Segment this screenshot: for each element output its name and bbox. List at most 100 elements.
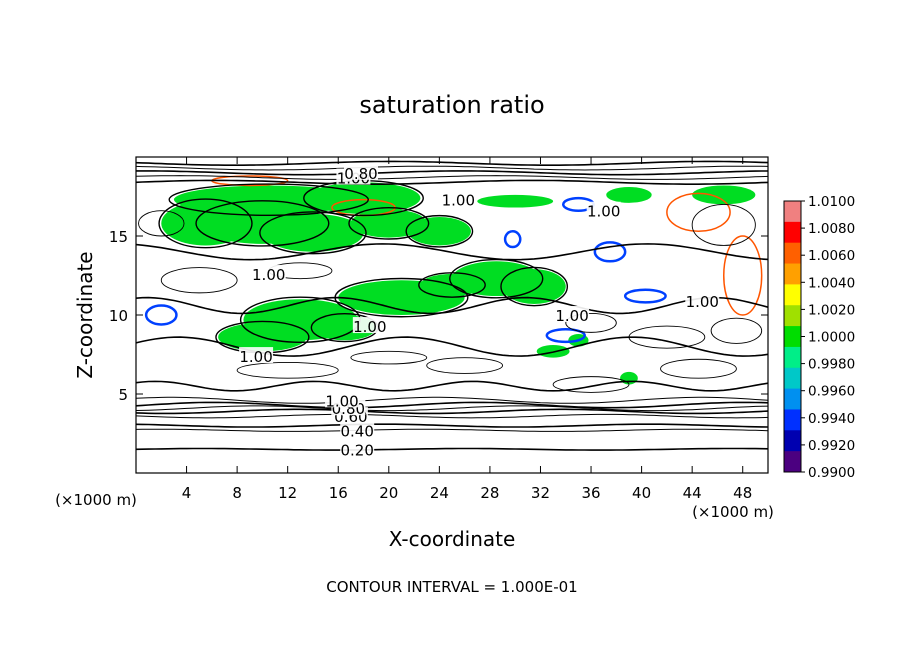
subsaturated-pocket (545, 327, 586, 344)
contour-line (350, 350, 428, 365)
subsaturated-pocket (144, 304, 178, 326)
colorbar-swatch (784, 326, 801, 348)
subsaturated-pocket (623, 288, 667, 304)
colorbar-swatch (784, 221, 801, 244)
x-tick-label: 4 (182, 484, 192, 502)
x-tick-label: 24 (430, 484, 449, 502)
colorbar-swatch (784, 388, 801, 410)
colorbar-swatch (784, 284, 801, 306)
contour-line (405, 214, 474, 248)
colorbar-swatch (784, 367, 801, 390)
contour-line (135, 413, 769, 419)
z-unit-label: (×1000 m) (55, 491, 137, 509)
colorbar-label: 0.9940 (808, 411, 855, 427)
contour-line (565, 312, 617, 333)
colorbar-label: 0.9960 (808, 384, 855, 400)
colorbar-label: 0.9980 (808, 357, 855, 373)
contour-label-bg (685, 291, 720, 308)
contour-line (135, 243, 769, 261)
contour-line (552, 376, 630, 393)
contour-label: 1.00 (587, 203, 620, 221)
contour-interval-note: CONTOUR INTERVAL = 1.000E-01 (326, 578, 577, 596)
contour-label-bg (340, 421, 375, 438)
colorbar-swatch (784, 409, 801, 431)
contour-label-bg (325, 391, 360, 408)
colorbar-swatches (784, 201, 801, 473)
contour-line (135, 396, 769, 404)
contour-line (168, 183, 369, 217)
contour-label-bg (586, 201, 621, 218)
colorbar-swatch (784, 242, 801, 265)
colorbar-label: 1.0100 (808, 194, 855, 210)
contour-line (135, 423, 769, 428)
saturated-region (620, 371, 638, 385)
contour-lines (135, 160, 769, 451)
contour-label: 1.00 (442, 192, 475, 210)
contour-line (259, 211, 367, 255)
contour-line (135, 165, 769, 171)
contour-label: 1.00 (686, 293, 719, 311)
supersaturated-rim (723, 235, 763, 316)
colorbar-label: 1.0000 (808, 330, 855, 346)
saturated-region (477, 194, 554, 208)
contour-line (135, 447, 769, 451)
subsaturated-pocket (503, 230, 522, 249)
contour-line (135, 179, 769, 185)
contour-label-bg (251, 264, 286, 281)
contour-line (135, 428, 769, 432)
colorbar-label: 1.0080 (808, 221, 855, 237)
contour-label: 1.00 (252, 266, 285, 284)
contour-line (135, 175, 769, 180)
colorbar-swatch (784, 451, 801, 473)
contour-line (135, 380, 769, 392)
x-tick-label: 8 (232, 484, 242, 502)
y-tick-label: 10 (109, 307, 128, 325)
x-tick-label: 28 (480, 484, 499, 502)
colorbar-swatch (784, 263, 801, 285)
contour-label: 1.00 (239, 348, 272, 366)
colorbar-label: 0.9900 (808, 465, 855, 481)
contour-line (135, 401, 769, 409)
contour-line (136, 170, 768, 176)
saturated-region (161, 201, 250, 246)
x-axis-label: X-coordinate (389, 527, 516, 551)
x-tick-label: 32 (531, 484, 550, 502)
x-tick-label: 20 (379, 484, 398, 502)
saturated-region (350, 209, 427, 238)
contour-line (135, 408, 769, 415)
contour-label-bg (340, 440, 375, 457)
contour-line (710, 317, 763, 344)
y-tick-label: 5 (118, 386, 128, 404)
x-tick-label: 12 (278, 484, 297, 502)
contour-labels: 0.200.400.600.801.001.001.001.001.001.00… (239, 163, 720, 459)
saturated-region (262, 213, 364, 252)
x-axis-ticks: 4 8 12 16 20 24 28 32 36 40 44 48 (182, 157, 752, 502)
contour-label-bg (352, 317, 387, 334)
contour-label: 0.80 (344, 165, 377, 183)
contour-line (426, 357, 504, 374)
x-tick-label: 36 (581, 484, 600, 502)
chart-title: saturation ratio (359, 91, 544, 119)
colorbar: 1.0100 1.0080 1.0060 1.0040 1.0020 1.0000 0.99… (783, 194, 855, 481)
supersaturated-rim (666, 192, 731, 233)
contour-line (660, 358, 737, 379)
contour-line (500, 266, 569, 307)
contour-line (418, 272, 486, 298)
y-axis-ticks: 5 10 15 (109, 228, 768, 404)
colorbar-label: 1.0040 (808, 275, 855, 291)
y-tick-label: 15 (109, 228, 128, 246)
contour-line (135, 296, 769, 315)
colorbar-label: 0.9920 (808, 438, 855, 454)
contour-label: 0.40 (340, 422, 373, 440)
saturated-region (407, 217, 471, 246)
contour-label-bg (343, 163, 378, 180)
contour-line (236, 361, 339, 379)
contour-label: 0.20 (340, 441, 373, 459)
contour-line (348, 207, 430, 240)
contour-line (158, 198, 253, 249)
contour-line (138, 210, 185, 237)
saturated-region (692, 185, 756, 205)
colorbar-swatch (784, 430, 801, 452)
x-tick-label: 40 (632, 484, 651, 502)
